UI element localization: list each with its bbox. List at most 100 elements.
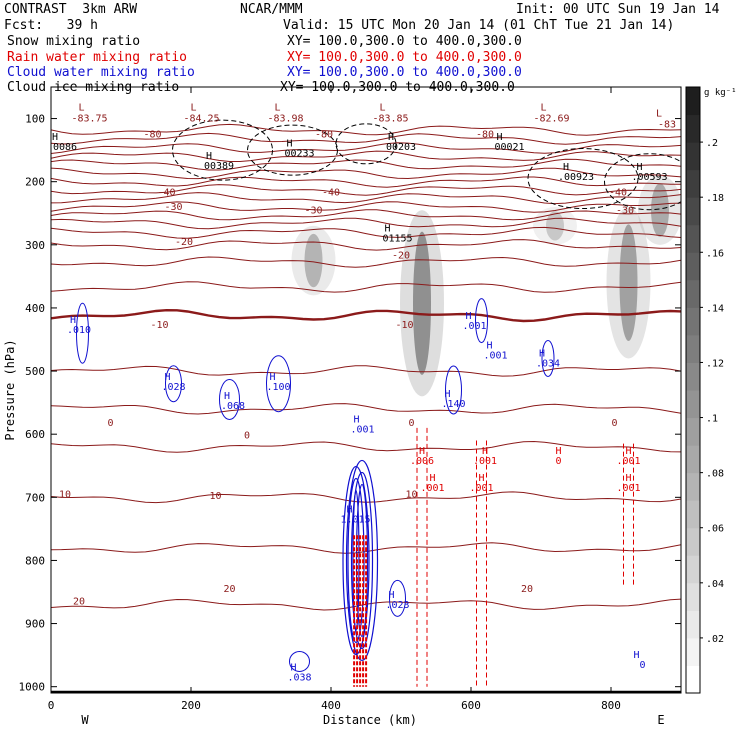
cloud-water-max-value: .028 <box>161 382 185 393</box>
colorbar-swatch <box>686 555 700 584</box>
isotherm <box>51 365 681 377</box>
cloud-water-max-value: .010 <box>67 325 91 336</box>
isotherm-label: 20 <box>521 584 533 595</box>
snow-contour <box>335 123 397 165</box>
snow-max-marker: H <box>384 224 390 235</box>
x-tick-label: 600 <box>461 699 481 712</box>
y-tick-label: 1000 <box>19 681 46 694</box>
low-value: -83.75 <box>71 113 107 124</box>
colorbar-swatch <box>686 252 700 281</box>
snow-max-marker: H <box>388 132 394 143</box>
isotherm-label: -30 <box>164 202 182 213</box>
isotherm <box>51 123 681 136</box>
rain-max-marker: H <box>625 446 631 457</box>
cloud-water-contour <box>289 650 310 672</box>
rain-max-marker: H <box>555 446 561 457</box>
cloud-water-max-value: .038 <box>287 672 311 683</box>
colorbar-swatch <box>686 582 700 611</box>
isotherm-label: -20 <box>175 237 193 248</box>
isotherm <box>51 226 681 239</box>
snow-contour <box>604 153 681 211</box>
snow-contour <box>172 119 273 181</box>
snow-max-marker: H <box>563 162 569 173</box>
isotherm-label: -40 <box>322 188 340 199</box>
isotherm-label: 10 <box>209 491 221 502</box>
contour-labels: -80 -80 -80-40 -40 -40-30 -30 -30-20-20-10 -100… <box>52 102 676 683</box>
isotherm <box>51 167 681 180</box>
colorbar-swatch <box>686 445 700 474</box>
snow-max-value: 00021 <box>494 142 524 153</box>
rain-max-value: .001 <box>420 483 444 494</box>
snow-shade-core <box>413 231 431 375</box>
cloud-water-max-value: .100 <box>266 382 290 393</box>
colorbar-swatch <box>686 472 700 501</box>
colorbar-tick-label: .1 <box>706 414 718 425</box>
rain-max-marker: H <box>625 473 631 484</box>
low-marker: L <box>274 102 280 113</box>
x-tick-label: 0 <box>48 699 55 712</box>
cloud-water-field-label: Cloud water mixing ratio <box>7 65 195 80</box>
isotherm-label: 0 <box>107 418 113 429</box>
cloud-water-contour <box>219 378 240 420</box>
isotherm <box>51 158 681 171</box>
isotherm <box>51 239 681 251</box>
colorbar-unit: g kg⁻¹ <box>704 88 737 98</box>
x-tick-label: 800 <box>601 699 621 712</box>
isotherm <box>51 209 681 221</box>
colorbar-tick-label: .12 <box>706 358 724 369</box>
cloud-water-max-marker: H <box>269 372 275 383</box>
low-value: -83.98 <box>267 113 303 124</box>
rain-max-marker: H <box>478 473 484 484</box>
snow-shade-outer <box>638 175 681 245</box>
y-tick-label: 700 <box>25 491 45 504</box>
snow-shade-outer <box>291 225 336 296</box>
isotherm-label: -30 <box>304 205 322 216</box>
cloud-water-contour <box>266 355 291 413</box>
cloud-water-contour <box>475 298 488 344</box>
cloud-water-contour <box>541 339 555 377</box>
cloud-water-contour <box>165 365 182 403</box>
isotherm-label: 20 <box>73 597 85 608</box>
isotherm <box>51 132 681 145</box>
cloud-water-max-marker: H <box>346 505 352 516</box>
y-tick-label: 400 <box>25 302 45 315</box>
snow-shade-core <box>619 224 638 341</box>
colorbar-tick-label: .04 <box>706 579 724 590</box>
colorbar-swatch <box>686 114 700 143</box>
cloud-water-max-value: .068 <box>221 401 245 412</box>
x-axis-label: Distance (km) <box>323 713 417 727</box>
low-marker: L <box>78 102 84 113</box>
y-tick-label: 500 <box>25 365 45 378</box>
valid-time: Valid: 15 UTC Mon 20 Jan 14 (01 ChT Tue … <box>283 18 675 33</box>
cloud-water-max-value: .140 <box>441 399 465 410</box>
snow-max-value: 00233 <box>284 148 314 159</box>
rain-field-label: Rain water mixing ratio <box>7 50 188 65</box>
colorbar-tick-label: .14 <box>706 303 724 314</box>
model-name: CONTRAST 3km ARW <box>4 2 138 17</box>
colorbar-tick-label: .18 <box>706 193 724 204</box>
isotherm <box>51 192 681 205</box>
cloud-water-core-contour <box>345 459 379 662</box>
colorbar: .2 .18 .16 .14 .12 .1 .08 .06 .04 .02 <box>685 86 724 694</box>
isotherm <box>51 281 681 293</box>
low-value: -83 <box>658 120 676 131</box>
colorbar-swatch <box>686 527 700 556</box>
isotherm-label: -10 <box>395 320 413 331</box>
snow-shade-outer <box>606 206 651 359</box>
colorbar-swatch <box>686 87 700 116</box>
rain-max-value: 0 <box>555 456 561 467</box>
cloud-water-contour <box>76 302 89 364</box>
colorbar-swatch <box>686 334 700 363</box>
snow-field-label: Snow mixing ratio <box>7 34 141 49</box>
snow-max-marker: H <box>206 151 212 162</box>
cloud-water-max-marker: H <box>290 662 296 673</box>
colorbar-swatch <box>686 169 700 198</box>
isotherm <box>51 256 681 268</box>
x-tick-label: 400 <box>321 699 341 712</box>
low-marker: L <box>656 109 662 120</box>
snow-max-marker: H <box>52 132 58 143</box>
isotherm-label: 20 <box>223 584 235 595</box>
rain-max-value: .001 <box>469 483 493 494</box>
